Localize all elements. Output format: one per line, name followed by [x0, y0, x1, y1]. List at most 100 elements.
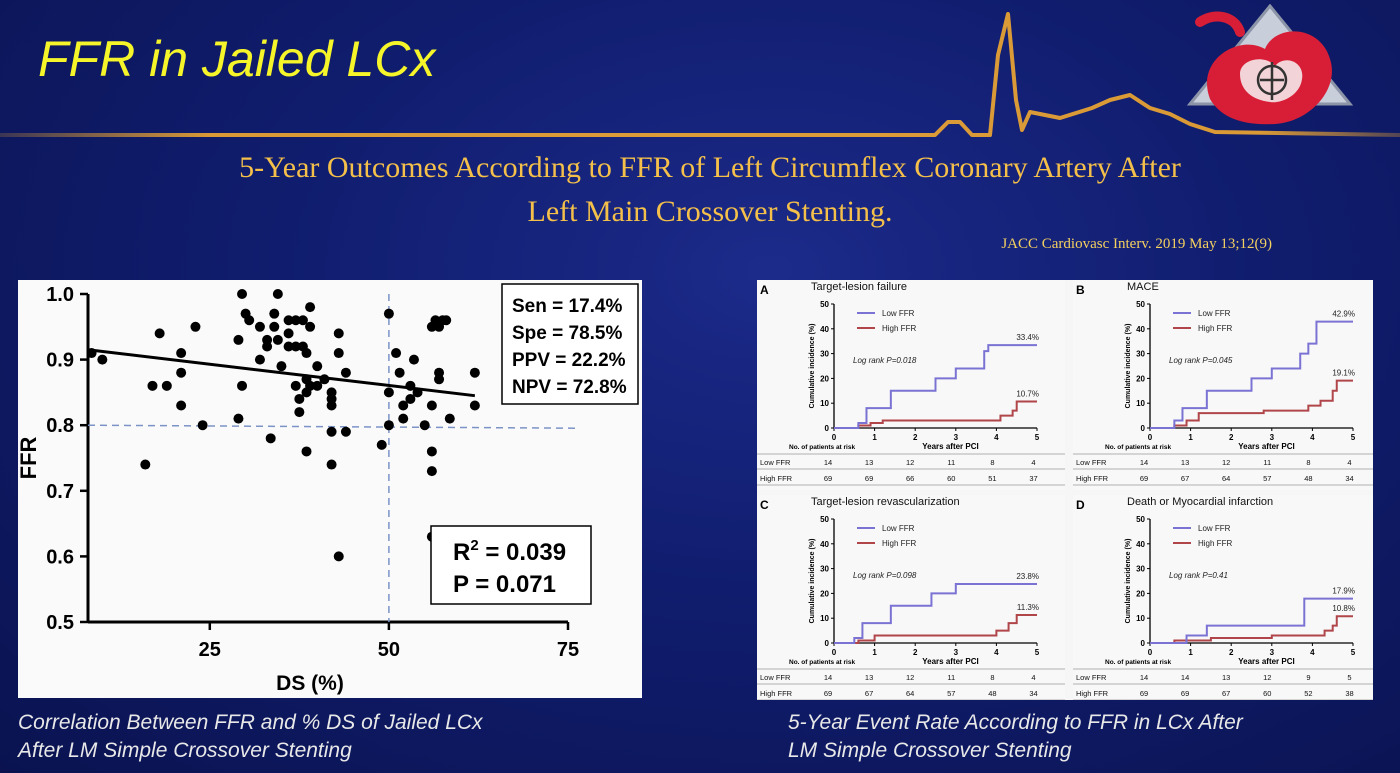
y-tick-label: 40 [1136, 325, 1145, 334]
risk-cell-high: 57 [947, 689, 955, 698]
risk-cell-high: 37 [1029, 474, 1037, 483]
y-tick-label: 0.5 [46, 612, 74, 634]
y-axis-label: Cumulative incidence (%) [1125, 324, 1132, 409]
legend-high-label: High FFR [1198, 324, 1232, 333]
scatter-point [326, 459, 337, 470]
y-tick-label: 20 [1136, 374, 1145, 383]
risk-cell-high: 64 [1222, 474, 1230, 483]
scatter-point [176, 367, 187, 378]
scatter-point [283, 328, 294, 339]
x-tick-label: 3 [954, 648, 959, 657]
panel-title: Target-lesion revascularization [811, 496, 960, 508]
scatter-point [176, 348, 187, 359]
risk-cell-high: 69 [1181, 689, 1189, 698]
y-tick-label: 0 [1141, 424, 1146, 433]
scatter-point [294, 393, 305, 404]
risk-cell-high: 52 [1304, 689, 1312, 698]
km-curves-panel: A Target-lesion failure 0 10 20 30 40 50 0 1 2 3 4 5 C… [757, 280, 1381, 705]
stats-line: PPV = 22.2% [512, 350, 626, 371]
scatter-point [326, 426, 337, 437]
risk-cell-low: 8 [1306, 458, 1310, 467]
scatter-point [140, 459, 151, 470]
risk-cell-low: 11 [947, 673, 955, 682]
caption-left-line-1: Correlation Between FFR and % DS of Jail… [18, 711, 483, 734]
x-tick-label: 2 [1229, 433, 1234, 442]
risk-cell-high: 51 [988, 474, 996, 483]
scatter-point [276, 361, 287, 372]
high-ffr-curve [834, 613, 1037, 644]
caption-left-line-2: After LM Simple Crossover Stenting [18, 739, 352, 762]
risk-row-label-high: High FFR [1076, 689, 1109, 698]
scatter-point [333, 348, 344, 359]
scatter-point [383, 420, 394, 431]
panel-title: Target-lesion failure [811, 281, 907, 293]
hospital-logo-icon [1186, 4, 1354, 125]
x-tick-label: 4 [994, 433, 999, 442]
scatter-point [254, 354, 265, 365]
panel-background [1073, 280, 1381, 490]
slide-title: FFR in Jailed LCx [38, 31, 436, 87]
headline: 5-Year Outcomes According to FFR of Left… [0, 146, 1400, 234]
scatter-point [469, 400, 480, 411]
panel-title: Death or Myocardial infarction [1127, 496, 1273, 508]
x-tick-label: 0 [1148, 648, 1153, 657]
scatter-point [333, 551, 344, 562]
risk-cell-high: 34 [1345, 474, 1353, 483]
risk-table-header: No. of patients at risk [1105, 659, 1171, 666]
x-tick-label: 3 [954, 433, 959, 442]
scatter-point [412, 387, 423, 398]
scatter-point [383, 387, 394, 398]
risk-row-label-high: High FFR [1076, 474, 1109, 483]
caption-right-line-1: 5-Year Event Rate According to FFR in LC… [788, 711, 1243, 734]
scatter-point [297, 315, 308, 326]
risk-cell-high: 66 [906, 474, 914, 483]
risk-cell-low: 14 [1181, 673, 1189, 682]
scatter-point [301, 348, 312, 359]
risk-cell-low: 8 [990, 673, 994, 682]
y-tick-label: 30 [1136, 350, 1145, 359]
risk-cell-low: 14 [824, 673, 832, 682]
panel-background [757, 495, 1065, 705]
scatter-point [283, 315, 294, 326]
x-tick-label: 1 [872, 433, 877, 442]
scatter-point [305, 321, 316, 332]
risk-row-label-high: High FFR [760, 689, 793, 698]
x-tick-label: 5 [1035, 648, 1040, 657]
panel-letter: A [760, 283, 769, 297]
risk-row-label-low: Low FFR [1076, 458, 1107, 467]
x-axis-label: Years after PCI [922, 657, 978, 666]
y-tick-label: 50 [1136, 515, 1145, 524]
scatter-point [333, 328, 344, 339]
x-tick-label: 0 [1148, 433, 1153, 442]
high-ffr-end-label: 10.8% [1332, 604, 1355, 613]
ecg-divider-line [0, 12, 1400, 137]
p-value-label: P = 0.071 [453, 571, 556, 598]
scatter-point [269, 321, 280, 332]
y-tick-label: 20 [820, 589, 829, 598]
scatter-point [237, 289, 248, 299]
panel-title: MACE [1127, 281, 1159, 293]
risk-table-header: No. of patients at risk [789, 659, 855, 666]
risk-cell-low: 11 [947, 458, 955, 467]
scatter-point [426, 446, 437, 457]
y-tick-label: 10 [820, 399, 829, 408]
high-ffr-end-label: 19.1% [1332, 369, 1355, 378]
risk-cell-high: 69 [824, 689, 832, 698]
scatter-point [301, 446, 312, 457]
low-ffr-end-label: 33.4% [1016, 333, 1039, 342]
risk-cell-high: 67 [1181, 474, 1189, 483]
risk-cell-high: 67 [865, 689, 873, 698]
high-ffr-end-label: 10.7% [1016, 389, 1039, 398]
scatter-point [197, 420, 208, 431]
scatter-point [444, 413, 455, 424]
risk-cell-high: 57 [1263, 474, 1271, 483]
y-tick-label: 0.6 [46, 546, 74, 568]
y-tick-label: 40 [820, 540, 829, 549]
logrank-label: Log rank P=0.098 [853, 571, 917, 580]
scatter-point [305, 302, 316, 313]
risk-cell-low: 4 [1031, 673, 1035, 682]
x-tick-label: 5 [1351, 648, 1356, 657]
x-tick-label: 4 [994, 648, 999, 657]
headline-line-2: Left Main Crossover Stenting. [527, 195, 893, 228]
